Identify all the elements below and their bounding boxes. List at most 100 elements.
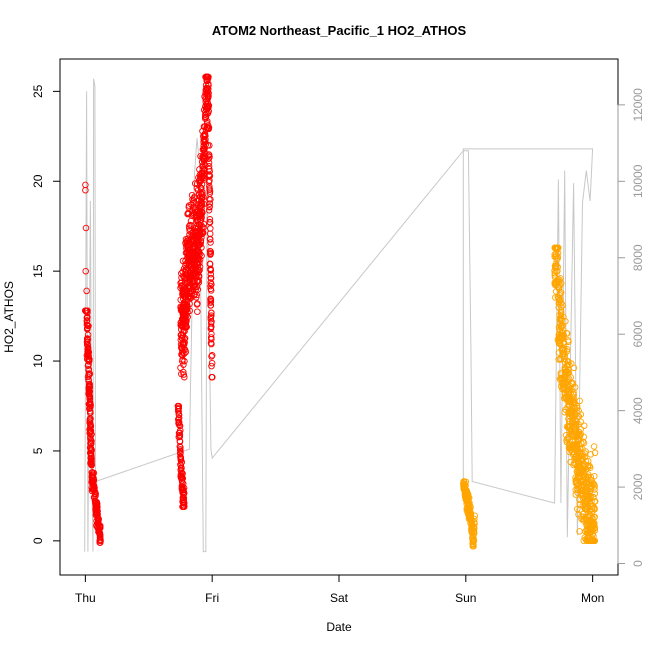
- data-point: [86, 392, 93, 400]
- data-point: [180, 341, 187, 349]
- data-point: [584, 473, 591, 480]
- data-point: [177, 446, 184, 453]
- data-point: [207, 324, 215, 331]
- data-point: [193, 209, 200, 216]
- data-point: [97, 539, 104, 546]
- data-point: [200, 145, 207, 152]
- data-point: [184, 290, 191, 298]
- data-point: [559, 302, 566, 309]
- data-point: [180, 295, 187, 303]
- data-point: [203, 110, 210, 117]
- data-point: [185, 239, 193, 246]
- data-point: [552, 264, 559, 272]
- data-point: [180, 499, 188, 506]
- y2-tick-label: 4000: [631, 397, 645, 424]
- data-point: [557, 356, 565, 363]
- y-axis-right: 0 2000 4000 6000 8000 10000 12000: [617, 88, 645, 567]
- data-point: [553, 244, 560, 252]
- data-point: [560, 340, 568, 348]
- data-point: [562, 431, 570, 439]
- data-point: [207, 239, 214, 246]
- data-point: [196, 267, 203, 274]
- data-point: [208, 353, 215, 360]
- y2-tick-label: 12000: [631, 88, 645, 122]
- data-point: [205, 73, 212, 81]
- data-point: [469, 541, 477, 548]
- data-point: [82, 186, 89, 194]
- data-point: [584, 499, 591, 507]
- data-point: [556, 375, 564, 383]
- data-point: [206, 183, 213, 190]
- data-point: [587, 501, 594, 508]
- data-point: [556, 276, 563, 284]
- data-point: [184, 282, 192, 290]
- data-point: [583, 516, 590, 524]
- data-point: [208, 340, 215, 348]
- data-point: [558, 333, 565, 340]
- data-point: [92, 492, 99, 500]
- data-point: [177, 473, 184, 480]
- data-point: [578, 452, 586, 460]
- data-point: [83, 355, 91, 363]
- data-point: [202, 126, 210, 133]
- data-point: [569, 451, 577, 458]
- data-point: [463, 491, 471, 499]
- data-point: [566, 412, 573, 420]
- data-point: [591, 490, 599, 497]
- data-point: [568, 411, 575, 419]
- data-point: [85, 384, 93, 392]
- data-point: [185, 261, 193, 269]
- data-point: [573, 443, 580, 451]
- data-point: [575, 428, 583, 436]
- data-point: [198, 185, 205, 192]
- data-point: [177, 304, 184, 312]
- data-point: [90, 481, 97, 488]
- data-point: [569, 399, 577, 407]
- data-point: [206, 186, 213, 194]
- data-point: [198, 234, 205, 241]
- data-point: [579, 510, 587, 518]
- data-point: [183, 271, 190, 278]
- data-point: [180, 503, 187, 510]
- data-point: [84, 338, 91, 345]
- y-tick-label: 5: [31, 447, 45, 454]
- data-point: [193, 294, 200, 301]
- data-point: [180, 265, 188, 272]
- data-point: [207, 251, 214, 258]
- data-point: [552, 262, 560, 269]
- data-point: [580, 422, 588, 429]
- data-point: [204, 92, 211, 100]
- data-point: [560, 348, 568, 355]
- data-point: [205, 163, 213, 170]
- data-point: [85, 371, 93, 379]
- data-point: [463, 500, 470, 508]
- data-point: [177, 284, 184, 292]
- x-axis-label: Date: [326, 620, 352, 634]
- data-point: [174, 402, 182, 410]
- data-point: [564, 358, 572, 365]
- data-point: [87, 403, 94, 411]
- data-point: [207, 295, 214, 302]
- data-point: [195, 241, 203, 248]
- data-point: [193, 261, 201, 269]
- data-point: [91, 485, 98, 493]
- data-point: [181, 357, 188, 365]
- data-point: [563, 330, 571, 337]
- data-point: [208, 362, 215, 370]
- y-tick-label: 25: [31, 84, 45, 98]
- data-point: [207, 279, 214, 286]
- data-point: [194, 308, 201, 315]
- data-point: [207, 265, 214, 272]
- data-point: [177, 444, 184, 451]
- data-point: [178, 477, 186, 484]
- data-point: [182, 239, 189, 247]
- data-point: [560, 350, 568, 358]
- data-point: [555, 304, 562, 311]
- data-point: [469, 537, 477, 544]
- data-point: [95, 527, 103, 534]
- data-point: [576, 500, 584, 508]
- data-point: [576, 432, 584, 440]
- chart-title: ATOM2 Northeast_Pacific_1 HO2_ATHOS: [212, 23, 467, 38]
- right-axis-line-layer: [84, 78, 594, 553]
- data-point: [569, 432, 576, 439]
